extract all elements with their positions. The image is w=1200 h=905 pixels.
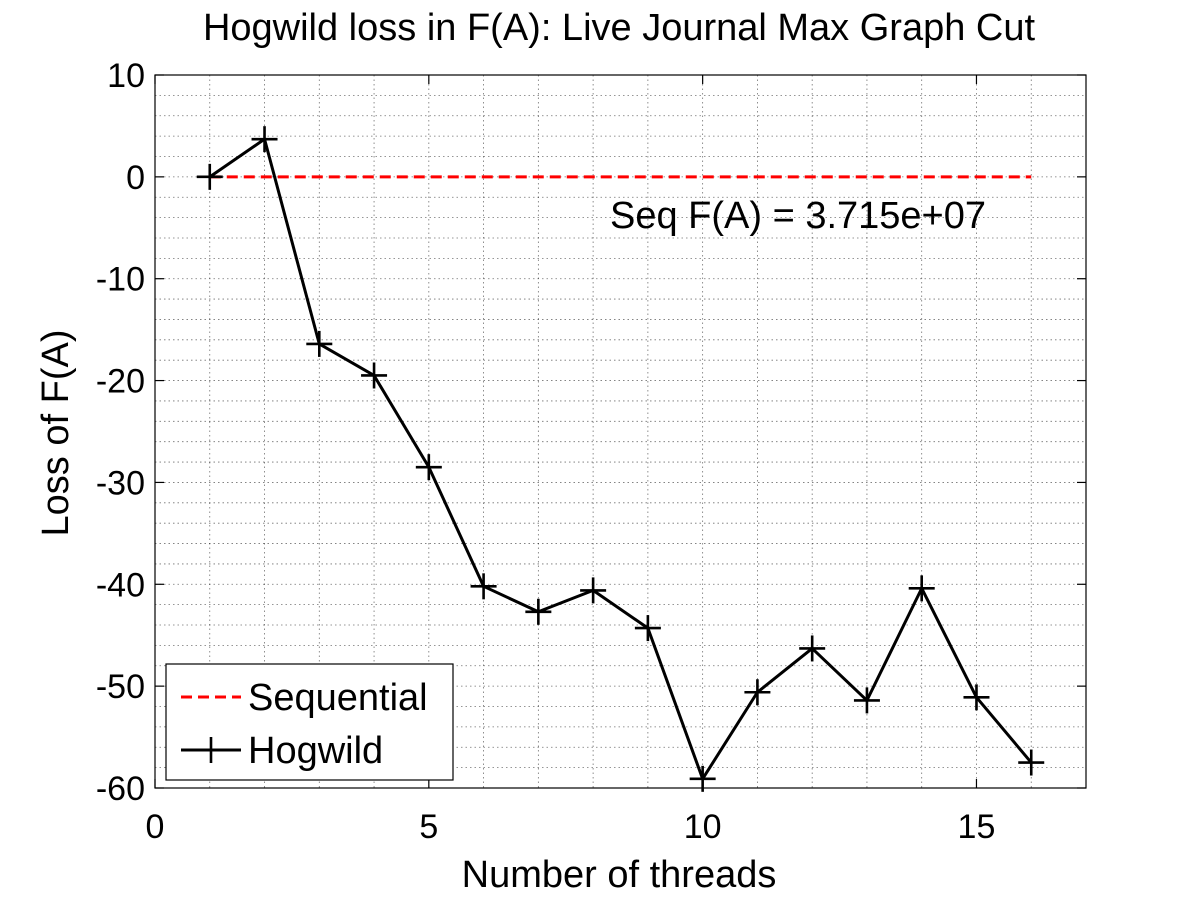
- hogwild-data-point: [415, 454, 442, 481]
- y-axis-title: Loss of F(A): [35, 330, 77, 537]
- legend-label: Hogwild: [248, 730, 383, 772]
- y-tick-label: -30: [96, 464, 145, 502]
- y-tick-label: 0: [126, 159, 145, 197]
- legend-label: Sequential: [248, 677, 428, 719]
- hogwild-data-point: [361, 362, 388, 389]
- y-tick-label: -10: [96, 261, 145, 299]
- hogwild-data-point: [744, 679, 771, 706]
- y-tick-label: -20: [96, 363, 145, 401]
- hogwild-data-point: [525, 598, 552, 625]
- y-tick-label: -60: [96, 770, 145, 808]
- hogwild-data-point: [963, 684, 990, 711]
- hogwild-data-point: [908, 575, 935, 602]
- hogwild-data-point: [251, 126, 278, 153]
- y-tick-label: -40: [96, 566, 145, 604]
- hogwild-data-point: [853, 687, 880, 714]
- sequential-value-annotation: Seq F(A) = 3.715e+07: [610, 195, 986, 237]
- x-tick-label: 5: [419, 808, 438, 846]
- legend-box: [165, 663, 454, 781]
- hogwild-data-point: [470, 573, 497, 600]
- hogwild-data-point: [196, 163, 223, 190]
- axis-ticks: 0 5 10 15 10 0 -10 -20 -30 -40 -50 -60: [96, 57, 1086, 846]
- hogwild-data-point: [306, 330, 333, 357]
- plot-frame: [154, 74, 1087, 789]
- hogwild-data-point: [634, 615, 661, 642]
- y-tick-label: -50: [96, 668, 145, 706]
- hogwild-series-line: [208, 137, 1033, 781]
- series-group: [196, 126, 1045, 792]
- legend: Sequential Hogwild: [165, 663, 454, 781]
- x-tick-label: 10: [684, 808, 722, 846]
- hogwild-data-point: [799, 635, 826, 662]
- hogwild-data-point: [580, 577, 607, 604]
- x-tick-label: 0: [146, 808, 165, 846]
- hogwild-data-point: [1018, 749, 1045, 776]
- hogwild-data-point: [689, 765, 716, 792]
- x-tick-label: 15: [958, 808, 996, 846]
- chart-title: Hogwild loss in F(A): Live Journal Max G…: [203, 7, 1036, 49]
- y-tick-label: 10: [107, 57, 145, 95]
- x-axis-title: Number of threads: [462, 854, 777, 896]
